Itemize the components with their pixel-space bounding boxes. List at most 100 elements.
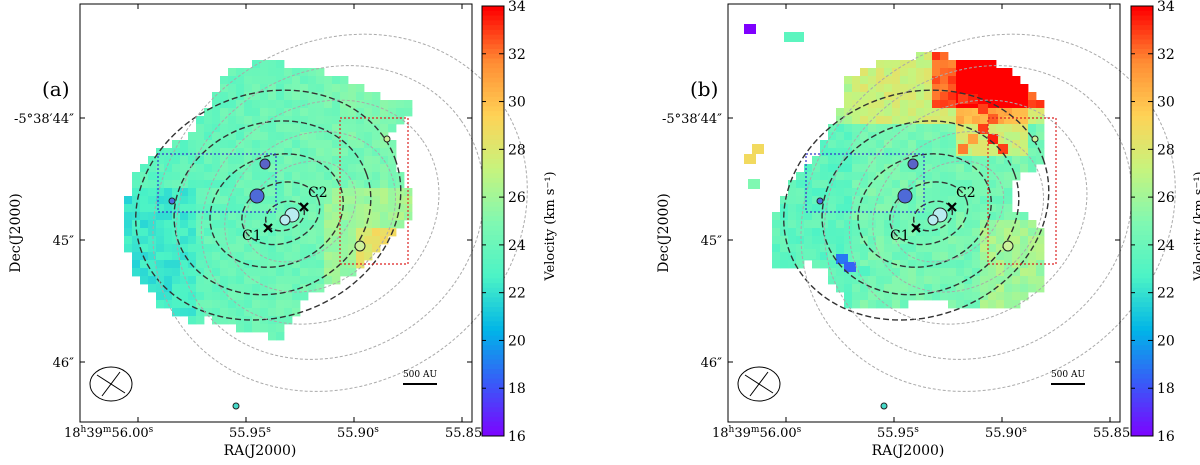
map-pixel: [276, 268, 285, 277]
colorbar-band: [1131, 20, 1153, 26]
map-pixel: [784, 32, 796, 42]
colorbar-tick-label: 26: [508, 190, 526, 206]
map-pixel: [916, 268, 925, 277]
map-pixel: [972, 244, 981, 253]
map-pixel: [180, 212, 189, 221]
map-pixel: [308, 132, 317, 141]
map-pixel: [268, 196, 277, 205]
map-pixel: [316, 188, 325, 197]
map-pixel: [772, 260, 781, 269]
colorbar-band: [482, 416, 504, 423]
map-pixel: [972, 84, 981, 93]
map-pixel: [844, 140, 853, 149]
map-pixel: [980, 188, 989, 197]
map-pixel: [140, 276, 149, 285]
map-pixel: [276, 220, 285, 229]
map-pixel: [996, 188, 1005, 197]
map-pixel: [332, 252, 341, 261]
map-pixel: [964, 276, 973, 285]
map-pixel: [812, 204, 821, 213]
map-pixel: [972, 140, 981, 149]
map-pixel: [228, 140, 237, 149]
map-pixel: [956, 300, 965, 309]
map-pixel: [852, 164, 861, 173]
map-pixel: [220, 108, 229, 117]
map-pixel: [1028, 140, 1037, 149]
map-pixel: [1020, 148, 1029, 157]
map-pixel: [284, 316, 293, 325]
map-pixel: [1020, 156, 1029, 165]
map-pixel: [332, 156, 341, 165]
contour-dark: [264, 200, 306, 232]
map-pixel: [340, 180, 349, 189]
map-pixel: [788, 244, 797, 253]
map-pixel: [980, 260, 989, 269]
map-pixel: [220, 148, 229, 157]
colorbar-tick-label: 24: [508, 238, 526, 254]
map-pixel: [836, 180, 845, 189]
map-pixel: [164, 156, 173, 165]
map-pixel: [892, 68, 901, 77]
y-tick-label: 45″: [701, 234, 723, 249]
map-pixel: [196, 220, 205, 229]
map-pixel: [1004, 76, 1013, 85]
map-pixel: [908, 188, 917, 197]
map-pixel: [396, 204, 405, 213]
map-pixel: [1004, 220, 1013, 229]
map-pixel: [1020, 276, 1029, 285]
map-pixel: [812, 188, 821, 197]
map-pixel: [348, 108, 357, 117]
map-pixel: [188, 276, 197, 285]
map-pixel: [868, 92, 877, 101]
map-pixel: [852, 148, 861, 157]
map-pixel: [868, 276, 877, 285]
map-pixel: [244, 124, 253, 133]
map-pixel: [284, 76, 293, 85]
map-pixel: [252, 204, 261, 213]
map-pixel: [812, 196, 821, 205]
map-pixel: [364, 220, 373, 229]
map-pixel: [996, 132, 1005, 141]
map-pixel: [932, 244, 941, 253]
map-pixel: [380, 108, 389, 117]
map-pixel: [220, 204, 229, 213]
map-pixel: [300, 116, 309, 125]
map-pixel: [372, 156, 381, 165]
colorbar-band: [482, 211, 504, 217]
map-pixel: [972, 252, 981, 261]
map-pixel: [772, 236, 781, 245]
map-pixel: [252, 100, 261, 109]
map-pixel: [164, 180, 173, 189]
map-pixel: [148, 164, 157, 173]
map-pixel: [988, 60, 997, 69]
map-pixel: [796, 236, 805, 245]
map-pixel: [996, 100, 1005, 109]
map-pixel: [204, 148, 213, 157]
map-pixel: [348, 220, 357, 229]
map-pixel: [948, 60, 957, 69]
map-pixel: [996, 76, 1005, 85]
colorbar-band: [482, 240, 504, 246]
map-pixel: [900, 276, 909, 285]
map-pixel: [780, 236, 789, 245]
map-pixel: [876, 212, 885, 221]
map-pixel: [212, 284, 221, 293]
map-pixel: [364, 164, 373, 173]
map-pixel: [796, 188, 805, 197]
map-pixel: [212, 148, 221, 157]
map-pixel: [1028, 132, 1037, 141]
colorbar-band: [482, 254, 504, 260]
map-pixel: [396, 100, 405, 109]
map-pixel: [1020, 244, 1029, 253]
map-pixel: [860, 156, 869, 165]
map-pixel: [964, 284, 973, 293]
map-pixel: [958, 144, 968, 154]
map-pixel: [140, 252, 149, 261]
map-pixel: [828, 156, 837, 165]
map-pixel: [988, 188, 997, 197]
colorbar-band: [1131, 120, 1153, 126]
map-pixel: [156, 252, 165, 261]
map-pixel: [876, 60, 885, 69]
source-circle: [1031, 135, 1039, 143]
map-pixel: [940, 292, 949, 301]
